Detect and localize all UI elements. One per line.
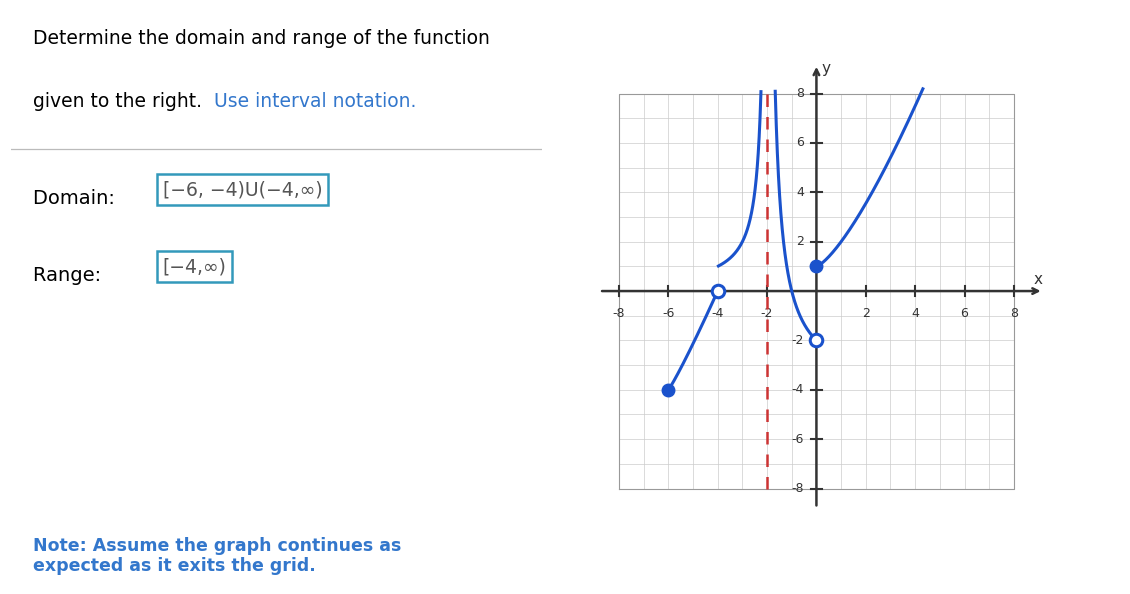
Text: 6: 6 [797,137,805,150]
Text: 8: 8 [796,87,805,100]
Text: -4: -4 [712,307,724,320]
Text: -4: -4 [792,383,805,396]
Text: -8: -8 [792,482,805,495]
Text: -2: -2 [792,334,805,347]
Text: 2: 2 [862,307,870,320]
Text: Note: Assume the graph continues as
expected as it exits the grid.: Note: Assume the graph continues as expe… [33,536,401,576]
Text: Determine the domain and range of the function: Determine the domain and range of the fu… [33,29,489,48]
Text: -2: -2 [760,307,773,320]
Text: 4: 4 [911,307,919,320]
Text: -8: -8 [612,307,625,320]
Text: 4: 4 [797,186,805,199]
Text: -6: -6 [662,307,675,320]
Text: given to the right.: given to the right. [33,91,208,110]
Text: Domain:: Domain: [33,189,121,208]
Text: [−4,∞): [−4,∞) [163,257,226,276]
Text: y: y [822,61,831,77]
Text: x: x [1034,273,1043,287]
Text: -6: -6 [792,432,805,446]
Text: [−6, −4)U(−4,∞): [−6, −4)U(−4,∞) [163,180,322,199]
Text: Use interval notation.: Use interval notation. [215,91,417,110]
Text: 8: 8 [1010,307,1018,320]
Text: 6: 6 [960,307,968,320]
Text: 2: 2 [797,235,805,248]
Text: Range:: Range: [33,266,107,285]
